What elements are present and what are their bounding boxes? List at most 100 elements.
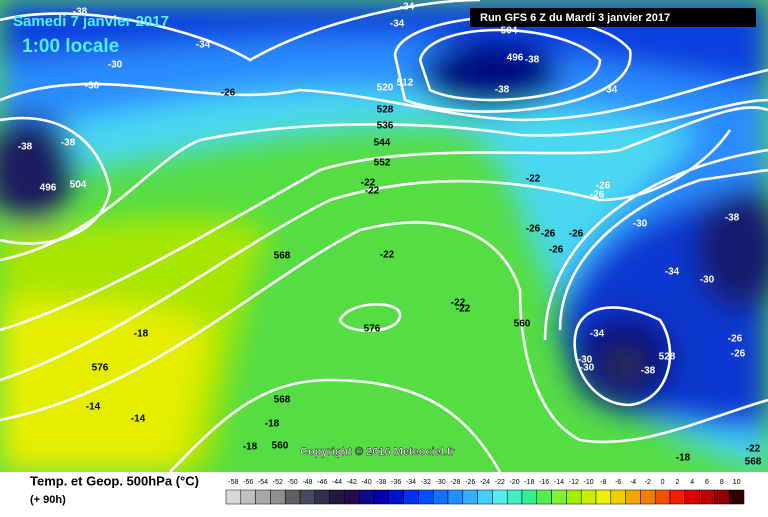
contour-label: -38: [525, 55, 540, 66]
contour-label: -22: [526, 174, 541, 185]
contour-label: -22: [361, 178, 376, 189]
run-label: Run GFS 6 Z du Mardi 3 janvier 2017: [480, 12, 670, 24]
contour-label: -38: [495, 85, 510, 96]
colorbar-cell: [536, 489, 552, 505]
colorbar-label: -52: [273, 479, 283, 486]
contour-label: 560: [514, 319, 531, 330]
lead-label: (+ 90h): [30, 494, 66, 506]
colorbar-cell: [492, 489, 508, 505]
colorbar-cell: [669, 489, 686, 505]
contour-label: -34: [603, 85, 618, 96]
contour-label: -38: [725, 213, 740, 224]
colorbar-label: 8: [720, 479, 724, 486]
contour-label: -26: [541, 229, 556, 240]
colorbar-cell: [654, 489, 671, 505]
contour-label: -38: [18, 142, 33, 153]
parameter-label: Temp. et Geop. 500hPa (°C): [30, 473, 199, 488]
contour-label: -30: [700, 275, 715, 286]
colorbar-cell: [580, 489, 597, 505]
contour-label: -22: [746, 444, 761, 455]
contour-label: -26: [549, 245, 564, 256]
contour-label: -30: [108, 60, 123, 71]
copyright: Copyright © 2016 Meteociel.fr: [300, 446, 456, 458]
colorbar-label: -46: [317, 479, 327, 486]
contour-label: 528: [659, 352, 676, 363]
contour-label: -26: [569, 229, 584, 240]
colorbar-cell: [388, 489, 404, 505]
contour-label: 512: [397, 78, 414, 89]
colorbar-label: -56: [243, 479, 253, 486]
colorbar-label: -24: [480, 479, 490, 486]
colorbar-cell: [684, 489, 700, 505]
map-title: Samedi 7 janvier 2017: [13, 13, 169, 30]
colorbar: -58 -56 -54 -52 -50 -48 -46 -44 -42 -40 -38 -36 -34-…: [225, 479, 745, 505]
colorbar-label: -40: [362, 479, 372, 486]
colorbar-cell: [714, 489, 730, 505]
colorbar-cell: [506, 489, 523, 505]
contour-label: -18: [676, 453, 691, 464]
contour-label: -14: [131, 414, 146, 425]
colorbar-label: -54: [258, 479, 268, 486]
colorbar-cell: [240, 489, 256, 505]
colorbar-label: -12: [569, 479, 579, 486]
contour-label: -22: [456, 304, 471, 315]
contour-label: -18: [243, 442, 258, 453]
contour-label: -26: [596, 181, 611, 192]
colorbar-label: -50: [288, 479, 298, 486]
colorbar-label: -8: [600, 479, 606, 486]
contour-label: -18: [134, 329, 149, 340]
time-label: 1:00 locale: [22, 36, 119, 57]
colorbar-label: -28: [450, 479, 460, 486]
colorbar-label: 10: [733, 479, 741, 486]
colorbar-cell: [640, 489, 656, 505]
contour-label: 576: [364, 324, 381, 335]
contour-label: -38: [73, 7, 88, 18]
contour-label: -30: [633, 219, 648, 230]
colorbar-cell: [625, 489, 641, 505]
colorbar-cell: [551, 489, 567, 505]
colorbar-cell: [521, 489, 538, 505]
contour-label: -30: [578, 355, 593, 366]
contour-label: -26: [526, 224, 541, 235]
contour-label: -18: [265, 419, 280, 430]
colorbar-label: 6: [705, 479, 709, 486]
contour-label: -34: [390, 19, 405, 30]
colorbar-cell: [447, 489, 464, 505]
contour-label: -34: [590, 329, 605, 340]
contour-label: -38: [61, 138, 76, 149]
colorbar-label: -2: [645, 479, 651, 486]
contour-label: 552: [374, 158, 391, 169]
colorbar-label: -36: [391, 479, 401, 486]
colorbar-cell: [699, 489, 715, 505]
colorbar-label: -32: [421, 479, 431, 486]
colorbar-cell: [418, 489, 434, 505]
colorbar-label: -16: [539, 479, 549, 486]
contour-label: 528: [377, 105, 394, 116]
contour-label: -22: [365, 186, 380, 197]
colorbar-label: -6: [615, 479, 621, 486]
contour-label: 496: [507, 53, 524, 64]
contour-label: -34: [400, 2, 415, 13]
colorbar-label: -26: [465, 479, 475, 486]
contour-label: -22: [380, 250, 395, 261]
contour-label: 504: [70, 180, 87, 191]
contour-label: 568: [745, 457, 762, 468]
contour-label: -26: [728, 334, 743, 345]
colorbar-label: -10: [584, 479, 594, 486]
colorbar-cell: [329, 489, 345, 505]
colorbar-cell: [314, 489, 330, 505]
colorbar-label: -44: [332, 479, 342, 486]
contour-label: -38: [641, 366, 656, 377]
colorbar-label: -34: [406, 479, 416, 486]
contour-label: 504: [501, 26, 518, 37]
colorbar-cell: [255, 489, 271, 505]
colorbar-cell: [462, 489, 478, 505]
colorbar-cell: [432, 489, 449, 505]
colorbar-label: 4: [690, 479, 694, 486]
colorbar-label: -30: [436, 479, 446, 486]
colorbar-label: -38: [376, 479, 386, 486]
contour-label: 568: [274, 395, 291, 406]
colorbar-label: 0: [661, 479, 665, 486]
